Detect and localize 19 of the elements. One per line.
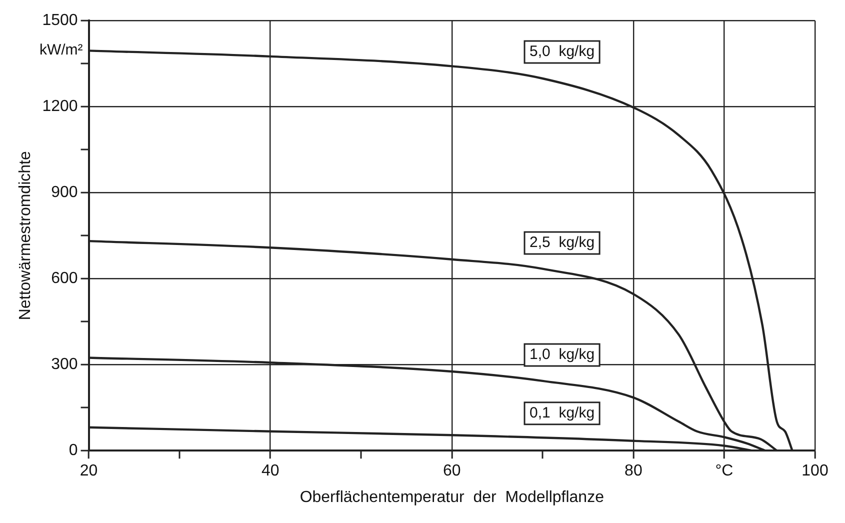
y-tick-label: 900 — [51, 184, 78, 202]
text: kW/m² — [39, 42, 83, 59]
x-tick-label: 20 — [80, 462, 98, 480]
x-tick-label: 100 — [802, 462, 828, 480]
x-axis-title: Oberflächentemperatur der Modellpflanze — [300, 488, 604, 506]
x-tick-label: °C — [715, 462, 734, 480]
series-label: 0,1 kg/kg — [530, 404, 595, 422]
series-label: 1,0 kg/kg — [530, 346, 595, 364]
y-tick-label: 0 — [68, 442, 78, 460]
series-label: 2,5 kg/kg — [530, 234, 595, 252]
y-axis-title: Nettowärmestromdichte — [17, 151, 34, 320]
x-tick-label: 60 — [443, 462, 461, 480]
y-tick-label: 600 — [51, 270, 78, 288]
y-tick-label: 1500 — [42, 12, 78, 30]
x-tick-label: 80 — [624, 462, 642, 480]
x-tick-label: 40 — [261, 462, 280, 480]
y-tick-label: 1200 — [42, 98, 78, 116]
series-label: 5,0 kg/kg — [530, 43, 595, 60]
y-tick-label: 300 — [51, 356, 78, 374]
